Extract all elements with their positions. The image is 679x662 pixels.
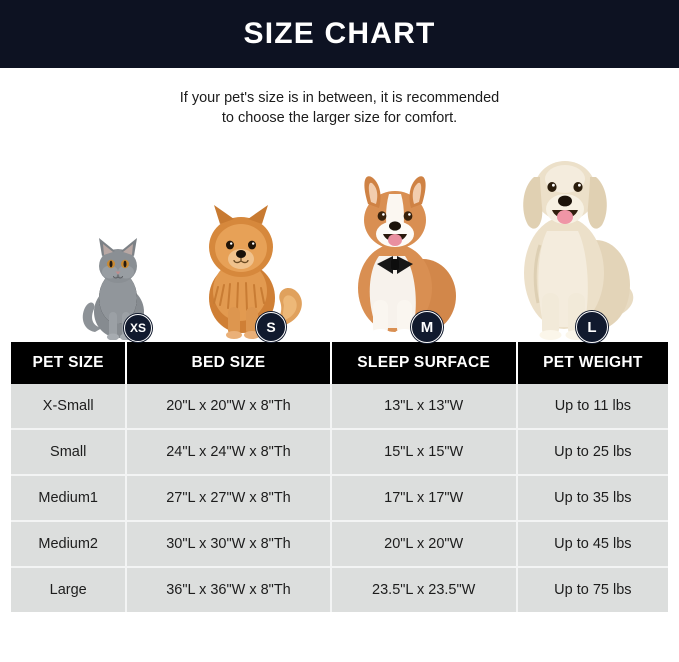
pet-figure-s: S bbox=[184, 195, 309, 342]
cell-bed-size: 36"L x 36"W x 8"Th bbox=[127, 568, 332, 612]
cell-pet-size: Large bbox=[11, 568, 128, 612]
table-row: Large 36"L x 36"W x 8"Th 23.5"L x 23.5"W… bbox=[11, 568, 668, 612]
title-bar: SIZE CHART bbox=[0, 0, 679, 68]
cell-bed-size: 20"L x 20"W x 8"Th bbox=[127, 384, 332, 430]
cell-sleep-surface: 15"L x 15"W bbox=[331, 430, 518, 476]
column-header-pet-weight: PET WEIGHT bbox=[517, 342, 668, 384]
size-badge-l-label: L bbox=[587, 318, 597, 336]
table-body: X-Small 20"L x 20"W x 8"Th 13"L x 13"W U… bbox=[11, 384, 668, 612]
pet-figure-l: L bbox=[492, 135, 642, 343]
table-header-row: PET SIZE BED SIZE SLEEP SURFACE PET WEIG… bbox=[11, 342, 668, 384]
cell-bed-size: 24"L x 24"W x 8"Th bbox=[127, 430, 332, 476]
cell-pet-size: Medium1 bbox=[11, 476, 128, 522]
page-title: SIZE CHART bbox=[243, 17, 436, 50]
size-badge-s: S bbox=[256, 312, 286, 342]
cell-pet-weight: Up to 11 lbs bbox=[517, 384, 668, 430]
column-header-sleep-surface: SLEEP SURFACE bbox=[331, 342, 518, 384]
cell-sleep-surface: 20"L x 20"W bbox=[331, 522, 518, 568]
column-header-pet-size: PET SIZE bbox=[11, 342, 128, 384]
subtitle-line-1: If your pet's size is in between, it is … bbox=[179, 90, 500, 106]
subtitle-note: If your pet's size is in between, it is … bbox=[0, 68, 679, 128]
table-row: Medium1 27"L x 27"W x 8"Th 17"L x 17"W U… bbox=[11, 476, 668, 522]
subtitle-line-2: to choose the larger size for comfort. bbox=[221, 110, 458, 126]
size-badge-xs-label: XS bbox=[129, 321, 146, 335]
cell-bed-size: 27"L x 27"W x 8"Th bbox=[127, 476, 332, 522]
golden-retriever-dog-icon bbox=[523, 161, 634, 340]
gray-cat-icon bbox=[82, 238, 144, 341]
cell-sleep-surface: 17"L x 17"W bbox=[331, 476, 518, 522]
cell-pet-size: Small bbox=[11, 430, 128, 476]
table-row: X-Small 20"L x 20"W x 8"Th 13"L x 13"W U… bbox=[11, 384, 668, 430]
cell-pet-weight: Up to 45 lbs bbox=[517, 522, 668, 568]
table-row: Small 24"L x 24"W x 8"Th 15"L x 15"W Up … bbox=[11, 430, 668, 476]
size-badge-m-label: M bbox=[420, 318, 434, 336]
pomeranian-dog-icon bbox=[209, 205, 302, 339]
column-header-bed-size: BED SIZE bbox=[127, 342, 332, 384]
size-badge-xs: XS bbox=[124, 314, 152, 342]
pet-figure-xs: XS bbox=[72, 220, 172, 342]
size-badge-s-label: S bbox=[266, 319, 276, 335]
cell-pet-weight: Up to 75 lbs bbox=[517, 568, 668, 612]
cell-sleep-surface: 23.5"L x 23.5"W bbox=[331, 568, 518, 612]
cell-bed-size: 30"L x 30"W x 8"Th bbox=[127, 522, 332, 568]
cell-pet-size: Medium2 bbox=[11, 522, 128, 568]
cell-pet-size: X-Small bbox=[11, 384, 128, 430]
size-badge-l: L bbox=[576, 311, 608, 343]
pet-figure-m: M bbox=[327, 168, 467, 343]
table-row: Medium2 30"L x 30"W x 8"Th 20"L x 20"W U… bbox=[11, 522, 668, 568]
size-chart-table: PET SIZE BED SIZE SLEEP SURFACE PET WEIG… bbox=[11, 342, 668, 612]
size-badge-m: M bbox=[411, 311, 443, 343]
cell-pet-weight: Up to 35 lbs bbox=[517, 476, 668, 522]
cell-sleep-surface: 13"L x 13"W bbox=[331, 384, 518, 430]
pet-illustration-row: XS bbox=[0, 132, 679, 343]
cell-pet-weight: Up to 25 lbs bbox=[517, 430, 668, 476]
corgi-dog-icon bbox=[358, 176, 456, 339]
